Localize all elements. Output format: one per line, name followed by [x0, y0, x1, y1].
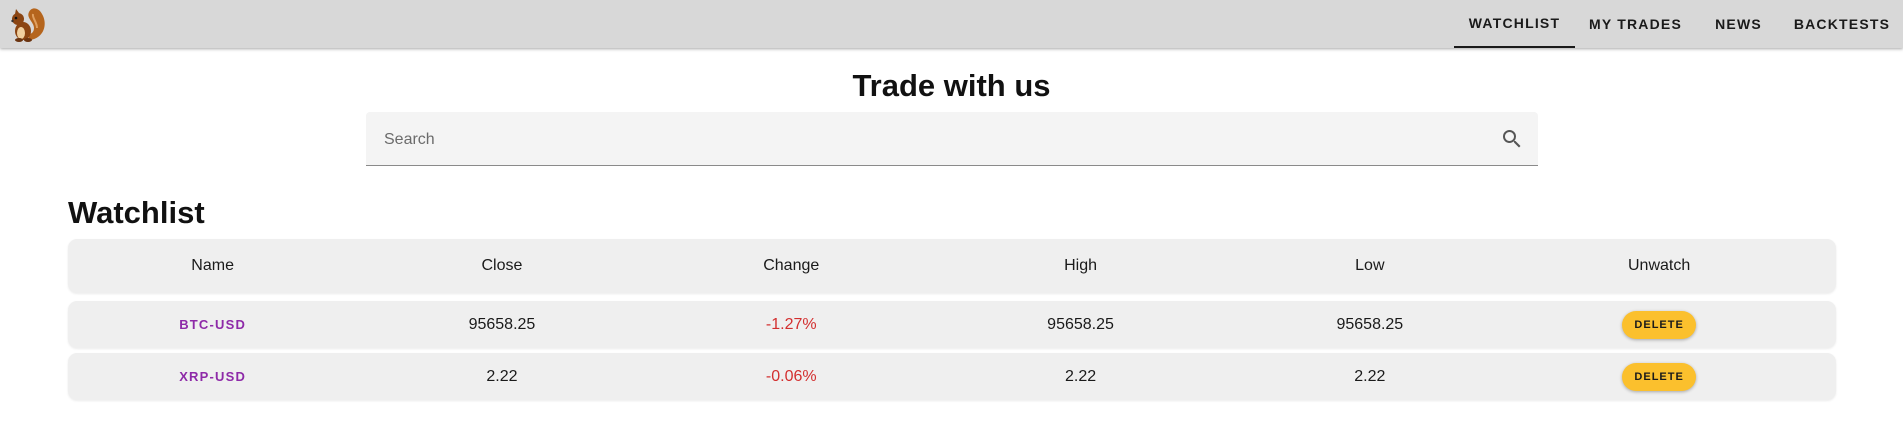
column-header-change[interactable]: Change [763, 257, 820, 274]
tab-watchlist[interactable]: WATCHLIST [1454, 0, 1575, 48]
unwatch-cell: DELETE [1514, 310, 1803, 339]
search-icon[interactable] [1500, 127, 1524, 151]
tab-backtests[interactable]: BACKTESTS [1793, 16, 1891, 32]
change-value: -0.06% [765, 367, 817, 385]
column-header-unwatch: Unwatch [1628, 257, 1691, 274]
table-header-row: Name Close Change High Low Unwatch [68, 239, 1836, 293]
search-input[interactable] [382, 112, 1466, 167]
tab-news[interactable]: NEWS [1715, 16, 1762, 32]
search-field[interactable] [366, 112, 1538, 167]
page-title: Trade with us [852, 68, 1051, 103]
high-value: 95658.25 [1047, 315, 1114, 333]
column-header-close[interactable]: Close [481, 257, 523, 274]
top-app-bar: WATCHLIST MY TRADES NEWS BACKTESTS [0, 0, 1903, 48]
table-row: BTC-USD 95658.25 -1.27% 95658.25 95658.2… [68, 301, 1836, 348]
unwatch-cell: DELETE [1514, 362, 1803, 391]
delete-button[interactable]: DELETE [1622, 310, 1696, 339]
column-header-high[interactable]: High [1064, 257, 1097, 274]
tab-my-trades[interactable]: MY TRADES [1589, 16, 1682, 32]
watchlist-title: Watchlist [68, 195, 205, 230]
watchlist-table: Name Close Change High Low Unwatch BTC-U… [68, 239, 1836, 405]
column-header-name[interactable]: Name [191, 257, 234, 274]
delete-button[interactable]: DELETE [1622, 362, 1696, 391]
close-value: 2.22 [486, 367, 518, 385]
main-nav: WATCHLIST MY TRADES NEWS BACKTESTS [1454, 0, 1903, 48]
change-value: -1.27% [765, 315, 817, 333]
low-value: 2.22 [1354, 367, 1386, 385]
ticker-link[interactable]: XRP-USD [179, 369, 247, 384]
high-value: 2.22 [1064, 367, 1097, 385]
squirrel-icon[interactable] [6, 4, 48, 44]
table-row: XRP-USD 2.22 -0.06% 2.22 2.22 DELETE [68, 353, 1836, 400]
close-value: 95658.25 [468, 315, 536, 333]
ticker-link[interactable]: BTC-USD [179, 317, 247, 332]
column-header-low[interactable]: Low [1355, 257, 1385, 274]
low-value: 95658.25 [1336, 315, 1404, 333]
